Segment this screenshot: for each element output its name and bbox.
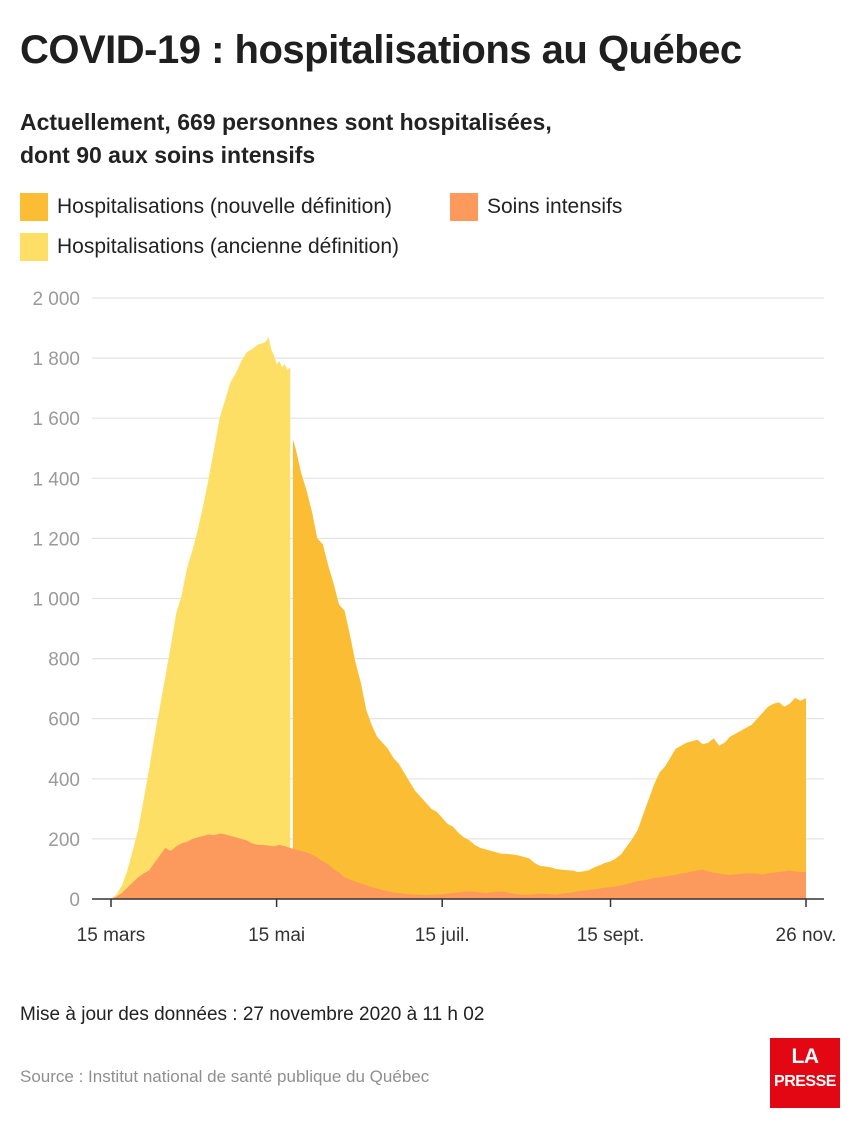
legend-label-new-definition: Hospitalisations (nouvelle définition) bbox=[57, 195, 393, 218]
y-tick-label: 400 bbox=[48, 770, 80, 791]
legend-label-old-definition: Hospitalisations (ancienne définition) bbox=[57, 235, 400, 258]
legend-swatch-new-definition bbox=[20, 193, 48, 221]
subtitle-line-2: dont 90 aux soins intensifs bbox=[20, 142, 316, 168]
y-tick-label: 0 bbox=[69, 890, 80, 911]
legend-item-intensive-care: Soins intensifs bbox=[450, 193, 622, 221]
y-tick-label: 1 400 bbox=[32, 469, 80, 490]
subtitle-line-1: Actuellement, 669 personnes sont hospita… bbox=[20, 109, 552, 135]
area-soins-intensifs bbox=[111, 833, 806, 899]
y-tick-label: 1 800 bbox=[32, 349, 80, 370]
y-tick-label: 2 000 bbox=[32, 289, 80, 310]
legend-item-old-definition: Hospitalisations (ancienne définition) bbox=[20, 233, 399, 261]
legend-item-new-definition: Hospitalisations (nouvelle définition) bbox=[20, 193, 392, 221]
y-tick-label: 800 bbox=[48, 650, 80, 671]
y-tick-label: 1 200 bbox=[32, 529, 80, 550]
logo-line-1: LA bbox=[791, 1045, 820, 1068]
y-tick-label: 1 600 bbox=[32, 409, 80, 430]
x-tick-label: 15 mai bbox=[248, 925, 305, 946]
x-tick-label: 15 sept. bbox=[577, 925, 645, 946]
y-tick-label: 1 000 bbox=[32, 590, 80, 611]
area-hospitalisations-ancienne-definition bbox=[111, 337, 291, 900]
y-tick-label: 600 bbox=[48, 710, 80, 731]
la-presse-logo: LA PRESSE bbox=[770, 1038, 840, 1108]
legend-swatch-intensive-care bbox=[450, 193, 478, 221]
x-tick-label: 26 nov. bbox=[776, 925, 837, 946]
source-note: Source : Institut national de santé publ… bbox=[20, 1067, 430, 1086]
chart-subtitle: Actuellement, 669 personnes sont hospita… bbox=[20, 106, 720, 172]
x-tick-label: 15 mars bbox=[77, 925, 146, 946]
x-tick-label: 15 juil. bbox=[415, 925, 470, 946]
data-update-note: Mise à jour des données : 27 novembre 20… bbox=[20, 1004, 485, 1025]
hospitalisations-area-chart: 0 200 400 600 800 1 000 1 200 1 400 1 600 1 800 2 … bbox=[32, 289, 837, 946]
y-tick-label: 200 bbox=[48, 830, 80, 851]
area-hospitalisations-nouvelle-definition bbox=[292, 439, 806, 899]
legend-swatch-old-definition bbox=[20, 233, 48, 261]
logo-line-2: PRESSE bbox=[774, 1073, 836, 1090]
chart-title: COVID-19 : hospitalisations au Québec bbox=[20, 28, 742, 72]
legend-label-intensive-care: Soins intensifs bbox=[487, 195, 623, 218]
